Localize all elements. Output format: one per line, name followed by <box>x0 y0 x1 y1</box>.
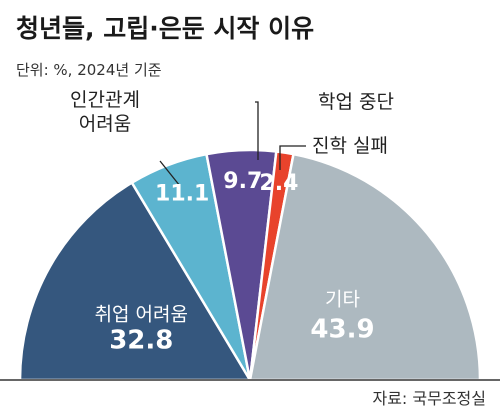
leader-line-relationship-difficulty <box>159 160 181 187</box>
unit-note: 단위: %, 2024년 기준 <box>16 61 162 79</box>
value-label-other: 43.9 <box>310 315 374 345</box>
pie-slice-job-difficulty <box>18 180 253 382</box>
category-label-job-difficulty: 취업 어려움 <box>95 303 188 325</box>
leader-line-admission-failure <box>279 145 306 170</box>
leader-line-study-dropout <box>255 101 259 160</box>
chart-title: 청년들, 고립·은둔 시작 이유 <box>16 14 314 43</box>
category-label-study-dropout: 학업 중단 <box>318 91 394 113</box>
value-label-job-difficulty: 32.8 <box>109 325 173 355</box>
pie-slice-other <box>248 152 482 382</box>
value-label-study-dropout: 9.7 <box>223 169 262 194</box>
source-note: 자료: 국무조정실 <box>372 389 486 408</box>
pie-labels: 32.8 11.1 9.72.4 43.9 취업 어려움 기타 인간관계 어려움 학업 중단진학… <box>70 89 394 355</box>
category-label-other: 기타 <box>325 289 360 311</box>
category-label-admission-failure: 진학 실패 <box>312 135 388 157</box>
value-label-admission-failure: 2.4 <box>259 171 298 196</box>
category-label-relationship-difficulty: 인간관계 어려움 <box>70 89 140 135</box>
value-label-relationship-difficulty: 11.1 <box>155 182 209 207</box>
pie-slices <box>18 148 482 382</box>
leader-lines <box>159 101 306 187</box>
